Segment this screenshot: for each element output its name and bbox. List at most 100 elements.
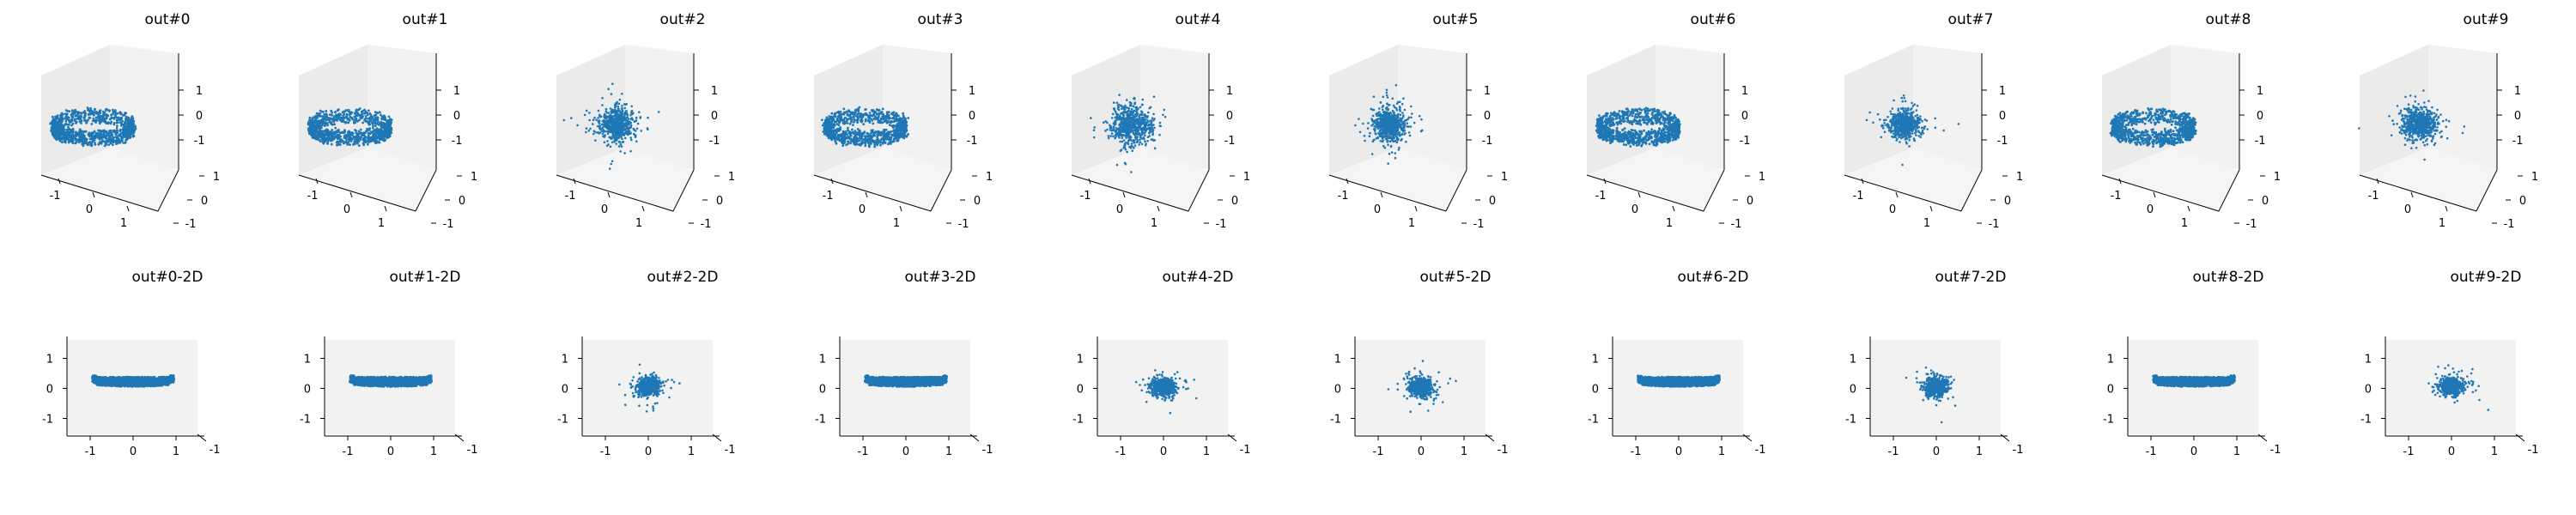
data-point xyxy=(374,137,378,140)
data-point xyxy=(342,110,345,113)
z-tick-label: -1 xyxy=(1224,135,1236,148)
data-point xyxy=(337,108,340,112)
data-point xyxy=(1130,125,1133,129)
data-point xyxy=(108,136,112,138)
data-point xyxy=(1124,162,1127,166)
data-point xyxy=(617,106,620,108)
data-point xyxy=(105,139,108,142)
data-point xyxy=(629,118,632,120)
data-point xyxy=(625,110,628,112)
data-point xyxy=(830,138,833,142)
data-point xyxy=(860,142,864,144)
data-point xyxy=(1102,121,1105,124)
data-point xyxy=(1113,107,1116,110)
data-point xyxy=(615,127,617,130)
data-point xyxy=(873,143,877,147)
data-point xyxy=(1126,116,1128,119)
data-point xyxy=(1151,130,1154,133)
data-point xyxy=(325,128,328,131)
data-point xyxy=(384,117,386,119)
data-point xyxy=(854,136,858,140)
data-point xyxy=(875,116,878,119)
data-point xyxy=(856,118,860,122)
data-point xyxy=(862,132,866,136)
data-point xyxy=(1122,116,1125,118)
data-point xyxy=(620,145,623,148)
x-tick-label: 0 xyxy=(1374,203,1381,216)
data-point xyxy=(1400,133,1403,136)
data-point xyxy=(621,118,623,121)
data-point xyxy=(114,136,118,139)
data-point xyxy=(858,130,860,134)
data-point xyxy=(640,130,643,132)
data-point xyxy=(115,112,118,116)
data-point xyxy=(598,124,602,127)
data-point xyxy=(121,136,125,139)
data-point xyxy=(1152,112,1155,116)
data-point xyxy=(345,140,348,143)
data-point xyxy=(1394,152,1397,154)
data-point xyxy=(1136,138,1139,142)
data-point xyxy=(122,142,125,144)
data-point xyxy=(868,117,872,120)
data-point xyxy=(882,112,884,116)
data-point xyxy=(1121,111,1125,114)
data-point xyxy=(609,130,612,132)
data-point xyxy=(1145,128,1148,130)
data-point xyxy=(1137,129,1140,132)
x-tick-mark xyxy=(899,205,902,212)
data-point xyxy=(1136,112,1139,115)
data-point xyxy=(56,114,59,118)
x-tick-mark xyxy=(349,191,353,198)
data-point xyxy=(321,132,325,136)
x-tick-mark xyxy=(1414,205,1418,212)
data-point xyxy=(588,112,591,114)
data-point xyxy=(847,140,849,143)
data-point xyxy=(603,115,605,118)
data-point xyxy=(98,142,101,145)
data-point xyxy=(585,127,588,130)
data-point xyxy=(1109,124,1111,127)
data-point xyxy=(873,134,876,137)
data-point xyxy=(357,144,361,148)
data-point xyxy=(1125,118,1128,122)
data-point xyxy=(866,119,870,122)
data-point xyxy=(1124,112,1127,114)
data-point xyxy=(1110,117,1114,119)
data-point xyxy=(125,138,127,142)
data-point xyxy=(331,123,334,126)
data-point xyxy=(1151,133,1154,136)
data-point xyxy=(1153,147,1157,149)
data-point xyxy=(1112,122,1115,125)
data-point xyxy=(100,120,102,124)
z-tick-label: 0 xyxy=(1226,110,1233,123)
x-tick-label: 0 xyxy=(1116,203,1123,216)
data-point xyxy=(1121,107,1123,110)
data-point xyxy=(1121,140,1124,143)
data-point xyxy=(124,120,127,124)
data-point xyxy=(636,122,640,125)
data-point xyxy=(1135,136,1138,138)
data-point xyxy=(1118,124,1121,127)
data-point xyxy=(126,116,130,119)
data-point xyxy=(320,110,324,113)
data-point xyxy=(1133,102,1136,106)
data-point xyxy=(623,124,626,127)
data-point xyxy=(307,128,310,131)
data-point xyxy=(101,110,105,113)
data-point xyxy=(1111,112,1115,116)
data-point xyxy=(881,107,884,111)
data-point xyxy=(70,118,73,121)
data-point xyxy=(887,134,890,137)
data-point xyxy=(1144,134,1146,137)
data-point xyxy=(112,118,116,120)
data-point xyxy=(337,143,339,147)
data-point xyxy=(882,135,885,137)
data-point xyxy=(90,137,94,141)
data-point xyxy=(837,124,841,127)
data-point xyxy=(872,139,876,142)
data-point xyxy=(868,145,871,148)
data-point xyxy=(570,117,573,119)
data-point xyxy=(635,140,638,142)
data-point xyxy=(585,109,588,112)
